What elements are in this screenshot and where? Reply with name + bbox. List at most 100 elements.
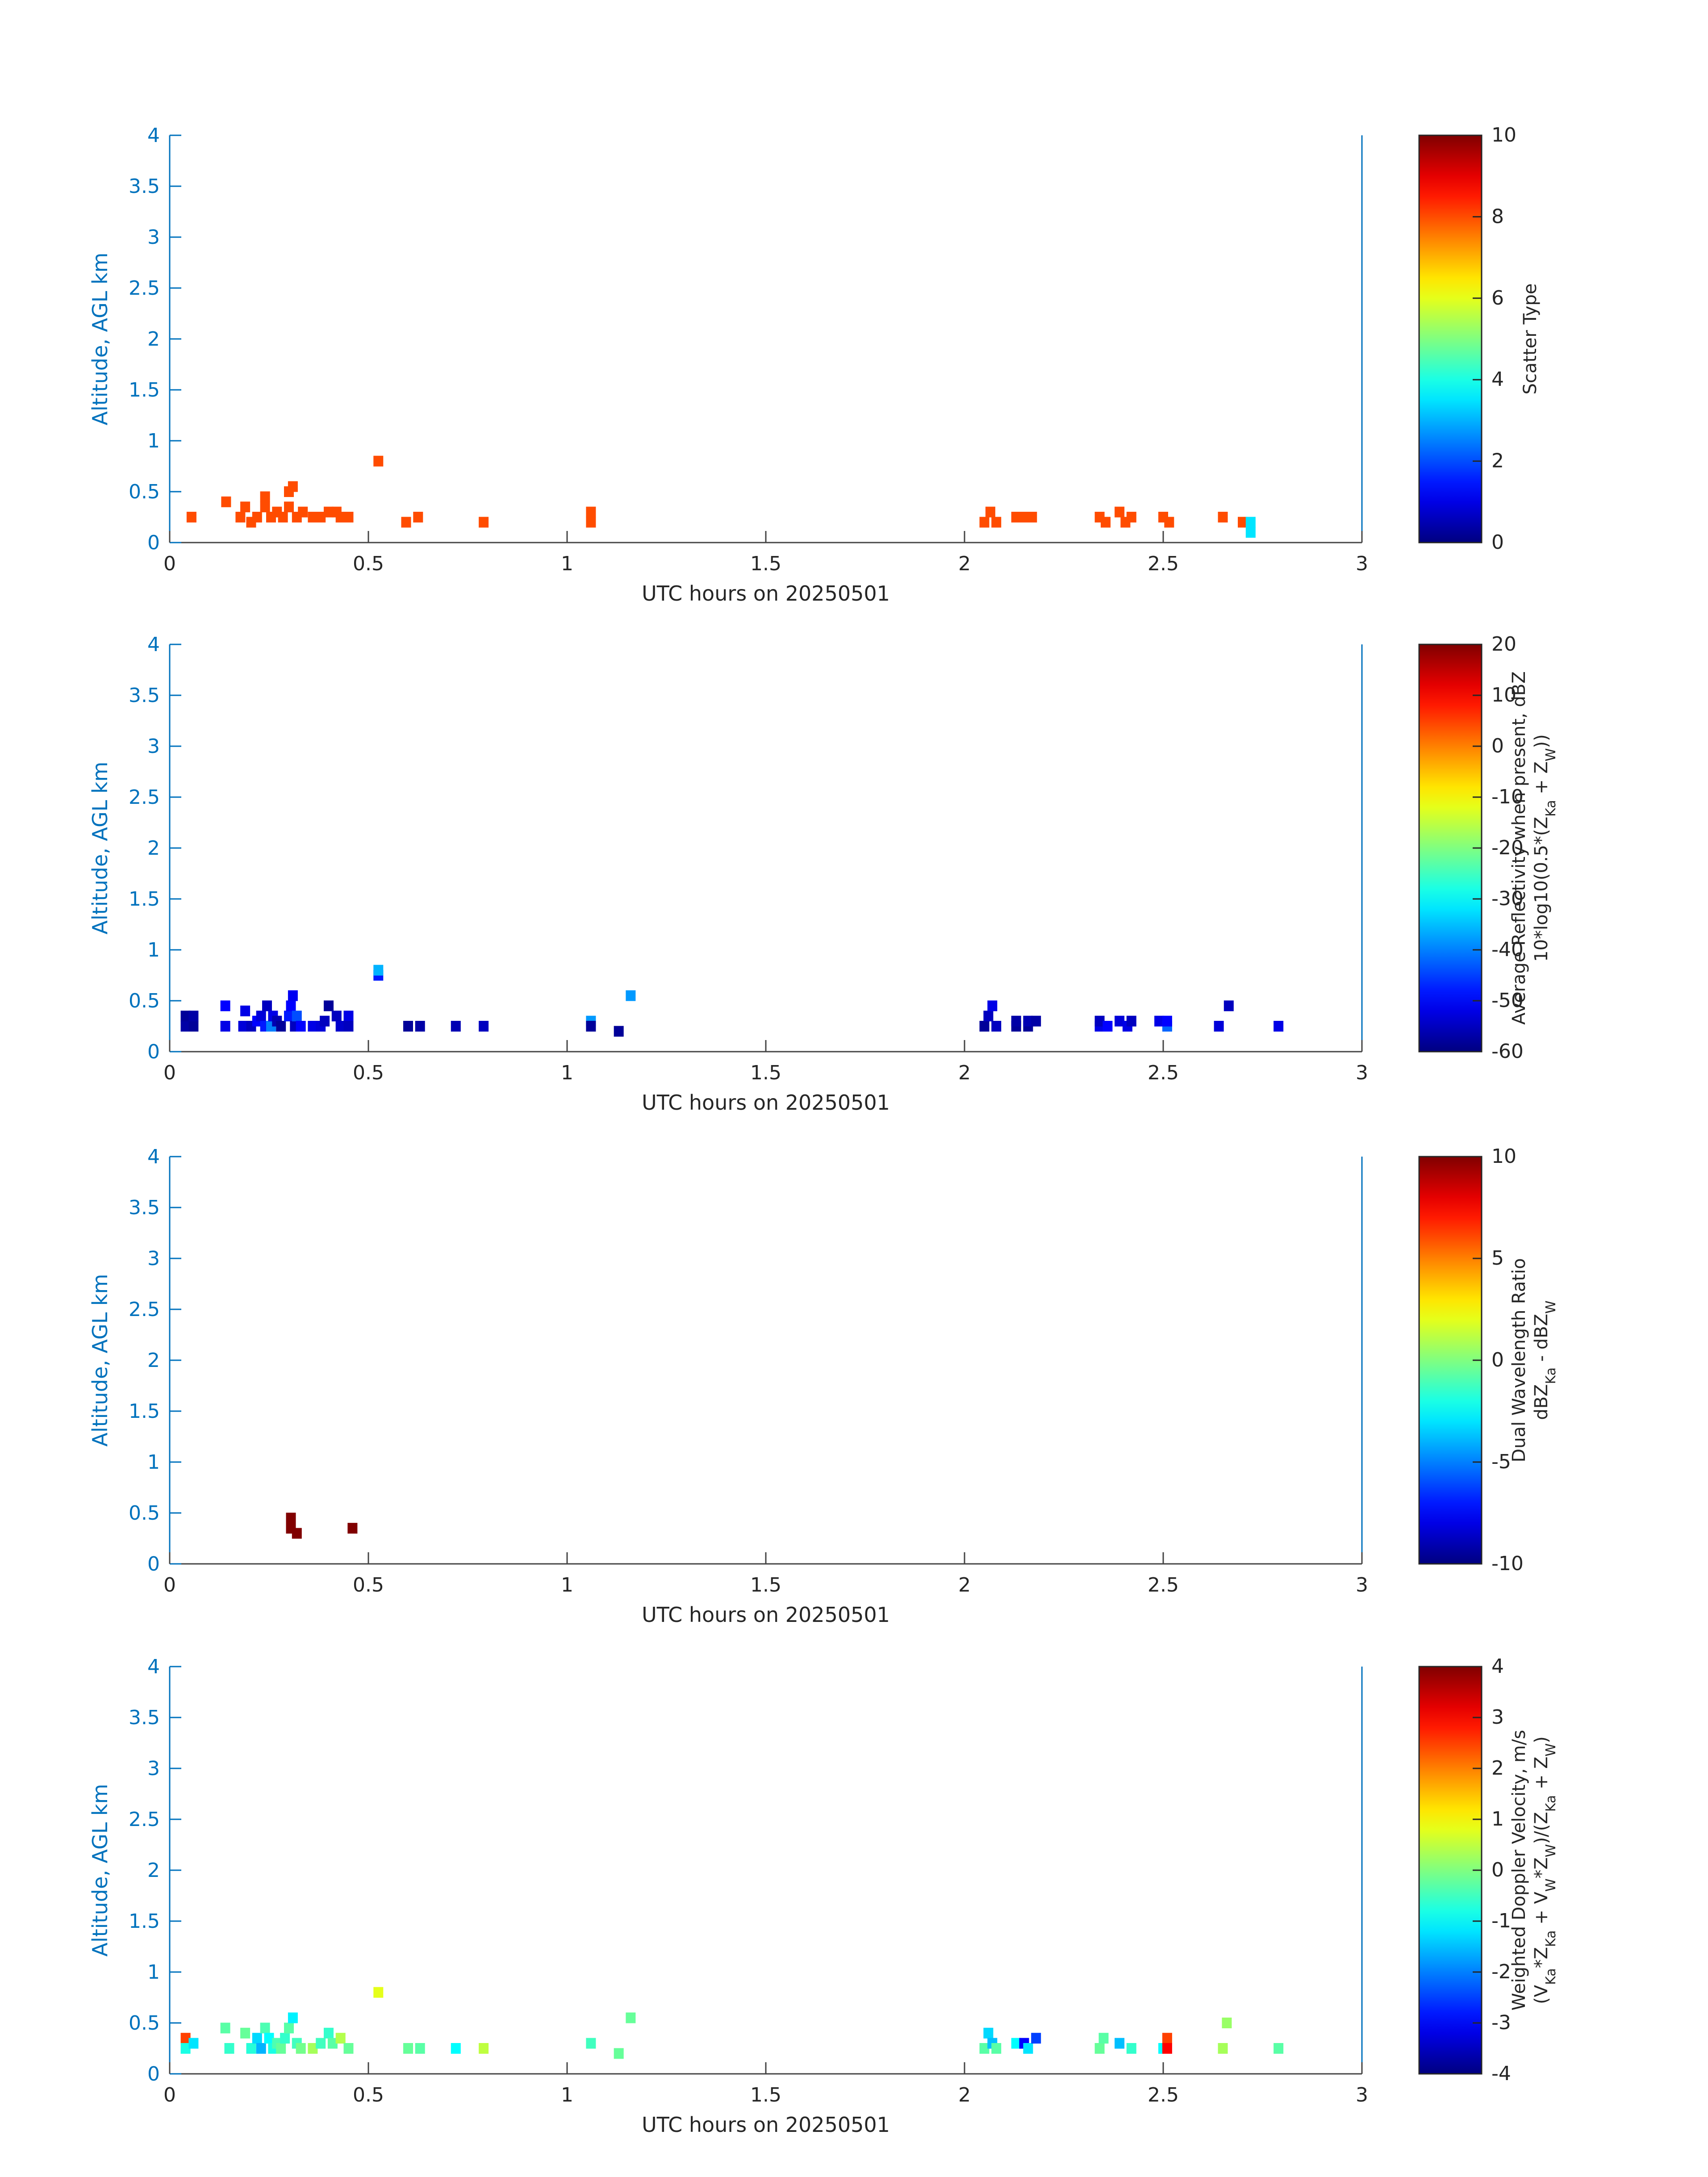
data-cell bbox=[256, 2043, 266, 2054]
data-cell bbox=[264, 2033, 274, 2044]
y-tick-label: 2 bbox=[147, 837, 160, 860]
colorbar-tick-label: -10 bbox=[1491, 786, 1524, 808]
x-axis-label: UTC hours on 20250501 bbox=[642, 581, 890, 606]
data-cell bbox=[286, 1000, 296, 1011]
data-cell bbox=[1224, 1000, 1234, 1011]
data-cell bbox=[278, 512, 288, 522]
x-axis-label: UTC hours on 20250501 bbox=[642, 1091, 890, 1115]
data-cell bbox=[1245, 527, 1256, 538]
data-cell bbox=[260, 2022, 270, 2034]
x-tick-label: 1 bbox=[561, 2084, 573, 2106]
y-tick-label: 3.5 bbox=[129, 175, 160, 198]
x-tick-label: 3 bbox=[1356, 1574, 1368, 1596]
y-tick-label: 0.5 bbox=[129, 2012, 160, 2035]
data-cell bbox=[180, 1021, 191, 1032]
data-cell bbox=[220, 1000, 230, 1011]
data-cell bbox=[415, 1021, 425, 1032]
data-cell bbox=[1094, 1015, 1105, 1027]
x-tick-label: 0.5 bbox=[353, 1061, 384, 1084]
data-cell bbox=[316, 2038, 326, 2049]
data-cell bbox=[284, 1011, 294, 1022]
data-cell bbox=[343, 1021, 354, 1032]
data-cell bbox=[1102, 1021, 1113, 1032]
x-tick-label: 1 bbox=[561, 552, 573, 575]
data-cell bbox=[324, 506, 334, 518]
y-tick-label: 1.5 bbox=[129, 379, 160, 401]
colorbar-tick-label: 0 bbox=[1491, 1349, 1504, 1371]
x-tick-label: 1.5 bbox=[750, 1574, 781, 1596]
data-cell bbox=[335, 2033, 346, 2044]
data-cell bbox=[308, 512, 318, 522]
colorbar-tick-label: 5 bbox=[1491, 1247, 1504, 1270]
data-cell bbox=[331, 1011, 342, 1022]
panel-2: 0 0.5 1 1.5 2 2.5 3 3.5 4 0 0.5 1 1.5 2 2.5 3 UTC hours … bbox=[88, 633, 1559, 1115]
data-cell bbox=[240, 2027, 251, 2039]
y-tick-label: 0.5 bbox=[129, 1502, 160, 1525]
data-cell bbox=[343, 1011, 354, 1022]
colorbar-tick-label: -5 bbox=[1491, 1450, 1511, 1473]
data-cell bbox=[586, 1021, 596, 1032]
data-cell bbox=[343, 512, 354, 522]
colorbar-tick-label: 0 bbox=[1491, 735, 1504, 757]
data-cell bbox=[324, 2027, 334, 2039]
data-cell bbox=[335, 1021, 346, 1032]
x-tick-label: 1.5 bbox=[750, 1061, 781, 1084]
x-tick-label: 0 bbox=[163, 1574, 176, 1596]
data-cell bbox=[479, 2043, 489, 2054]
colorbar-tick-label: 10 bbox=[1491, 124, 1516, 146]
y-tick-label: 0.5 bbox=[129, 481, 160, 503]
data-cell bbox=[180, 2043, 191, 2054]
panel-1: 0 0.5 1 1.5 2 2.5 3 3.5 4 0 0.5 1 1.5 2 2.5 3 UTC hours … bbox=[88, 124, 1541, 606]
data-cell bbox=[451, 2043, 461, 2054]
y-tick-label: 3 bbox=[147, 1247, 160, 1270]
x-tick-label: 1.5 bbox=[750, 552, 781, 575]
data-cell bbox=[284, 501, 294, 513]
y-axis-label: Altitude, AGL km bbox=[88, 1274, 112, 1446]
data-cell bbox=[586, 506, 596, 518]
data-cell bbox=[991, 517, 1002, 528]
data-cell bbox=[188, 1021, 199, 1032]
data-cell bbox=[614, 2048, 624, 2059]
y-tick-label: 1 bbox=[147, 430, 160, 452]
data-cell bbox=[373, 455, 384, 467]
colorbar-tick-label: -30 bbox=[1491, 887, 1524, 910]
data-cell bbox=[1031, 2033, 1041, 2044]
data-cell bbox=[1011, 1015, 1021, 1027]
data-cell bbox=[983, 2027, 994, 2039]
data-cell bbox=[1115, 2038, 1125, 2049]
data-cell bbox=[276, 2043, 286, 2054]
data-cell bbox=[286, 1513, 296, 1524]
data-cell bbox=[1154, 1015, 1165, 1027]
data-cell bbox=[262, 1000, 272, 1011]
colorbar-label-line: Dual Wavelength Ratio bbox=[1509, 1258, 1529, 1462]
colorbar-label: Dual Wavelength Ratio dBZKa - dBZW bbox=[1509, 1258, 1559, 1462]
y-tick-label: 4 bbox=[147, 1145, 160, 1168]
data-cell bbox=[373, 1987, 384, 1998]
data-cell bbox=[284, 2022, 294, 2034]
colorbar-label: Average Reflectivity when present, dBZ 10… bbox=[1509, 671, 1559, 1024]
data-cell bbox=[415, 2043, 425, 2054]
data-cells bbox=[180, 1987, 1284, 2059]
y-tick-label: 2 bbox=[147, 1859, 160, 1882]
x-tick-label: 2.5 bbox=[1148, 2084, 1179, 2106]
x-tick-label: 1 bbox=[561, 1574, 573, 1596]
panel-3: 0 0.5 1 1.5 2 2.5 3 3.5 4 0 0.5 1 1.5 2 2.5 3 UTC hours … bbox=[88, 1145, 1559, 1627]
y-tick-label: 2.5 bbox=[129, 1298, 160, 1321]
y-tick-label: 0 bbox=[147, 1040, 160, 1063]
colorbar-tick-label: 8 bbox=[1491, 205, 1504, 228]
data-cell bbox=[224, 2043, 234, 2054]
data-cell bbox=[979, 2043, 990, 2054]
data-cell bbox=[280, 2033, 290, 2044]
data-cell bbox=[1238, 517, 1248, 528]
data-cell bbox=[614, 1026, 624, 1037]
y-tick-label: 3 bbox=[147, 1757, 160, 1780]
data-cell bbox=[220, 1021, 230, 1032]
data-cell bbox=[1274, 2043, 1284, 2054]
data-cell bbox=[292, 1528, 302, 1539]
colorbar bbox=[1418, 1666, 1482, 2075]
x-tick-label: 0.5 bbox=[353, 552, 384, 575]
data-cell bbox=[373, 965, 384, 976]
colorbar-tick-label: -1 bbox=[1491, 1910, 1511, 1932]
colorbar-tick-label: -10 bbox=[1491, 1552, 1524, 1575]
data-cell bbox=[186, 512, 196, 522]
